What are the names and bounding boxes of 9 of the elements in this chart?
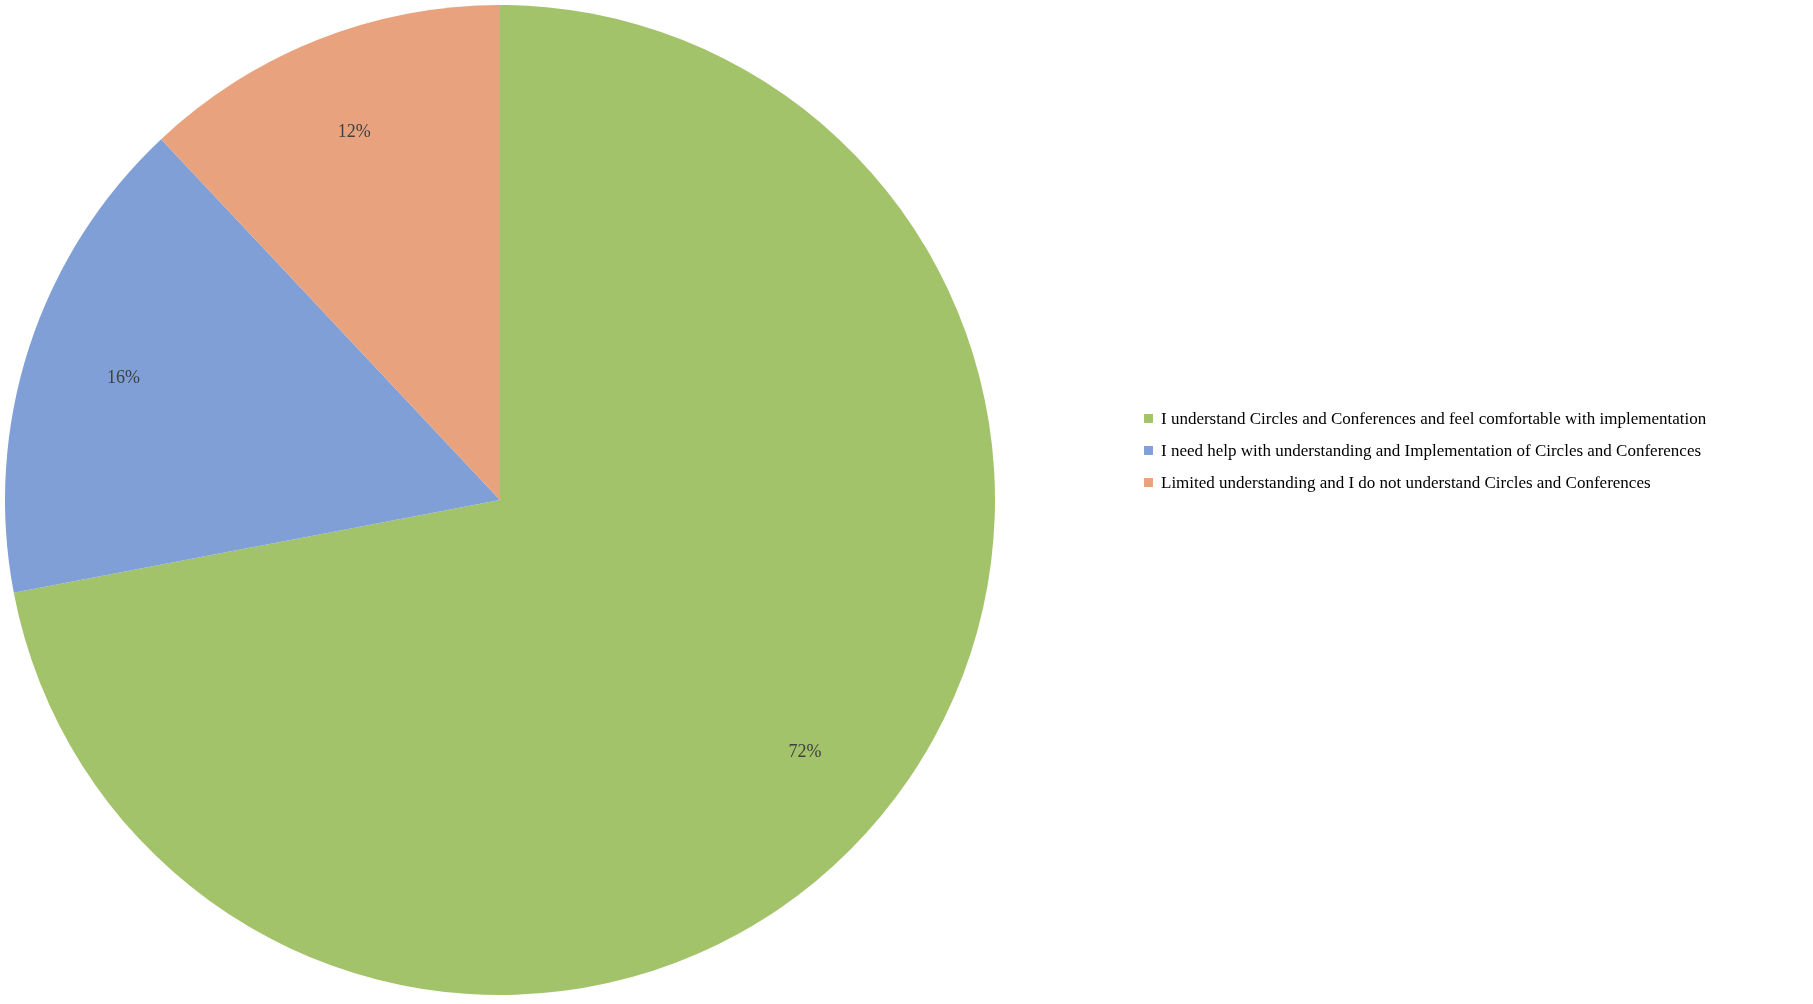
pie-slice [5,139,500,593]
data-label: 72% [788,741,822,762]
pie-slice [161,5,500,500]
data-label: 12% [337,120,371,141]
legend-label: Limited understanding and I do not understand Circles and Conferences [1161,472,1651,492]
pie-slice [13,5,995,995]
data-label: 16% [106,366,140,387]
legend-label: I understand Circles and Conferences and feel comfortable with implementation [1161,408,1707,428]
legend-label: I need help with understanding and Implementation of Circles and Conferences [1161,440,1702,460]
